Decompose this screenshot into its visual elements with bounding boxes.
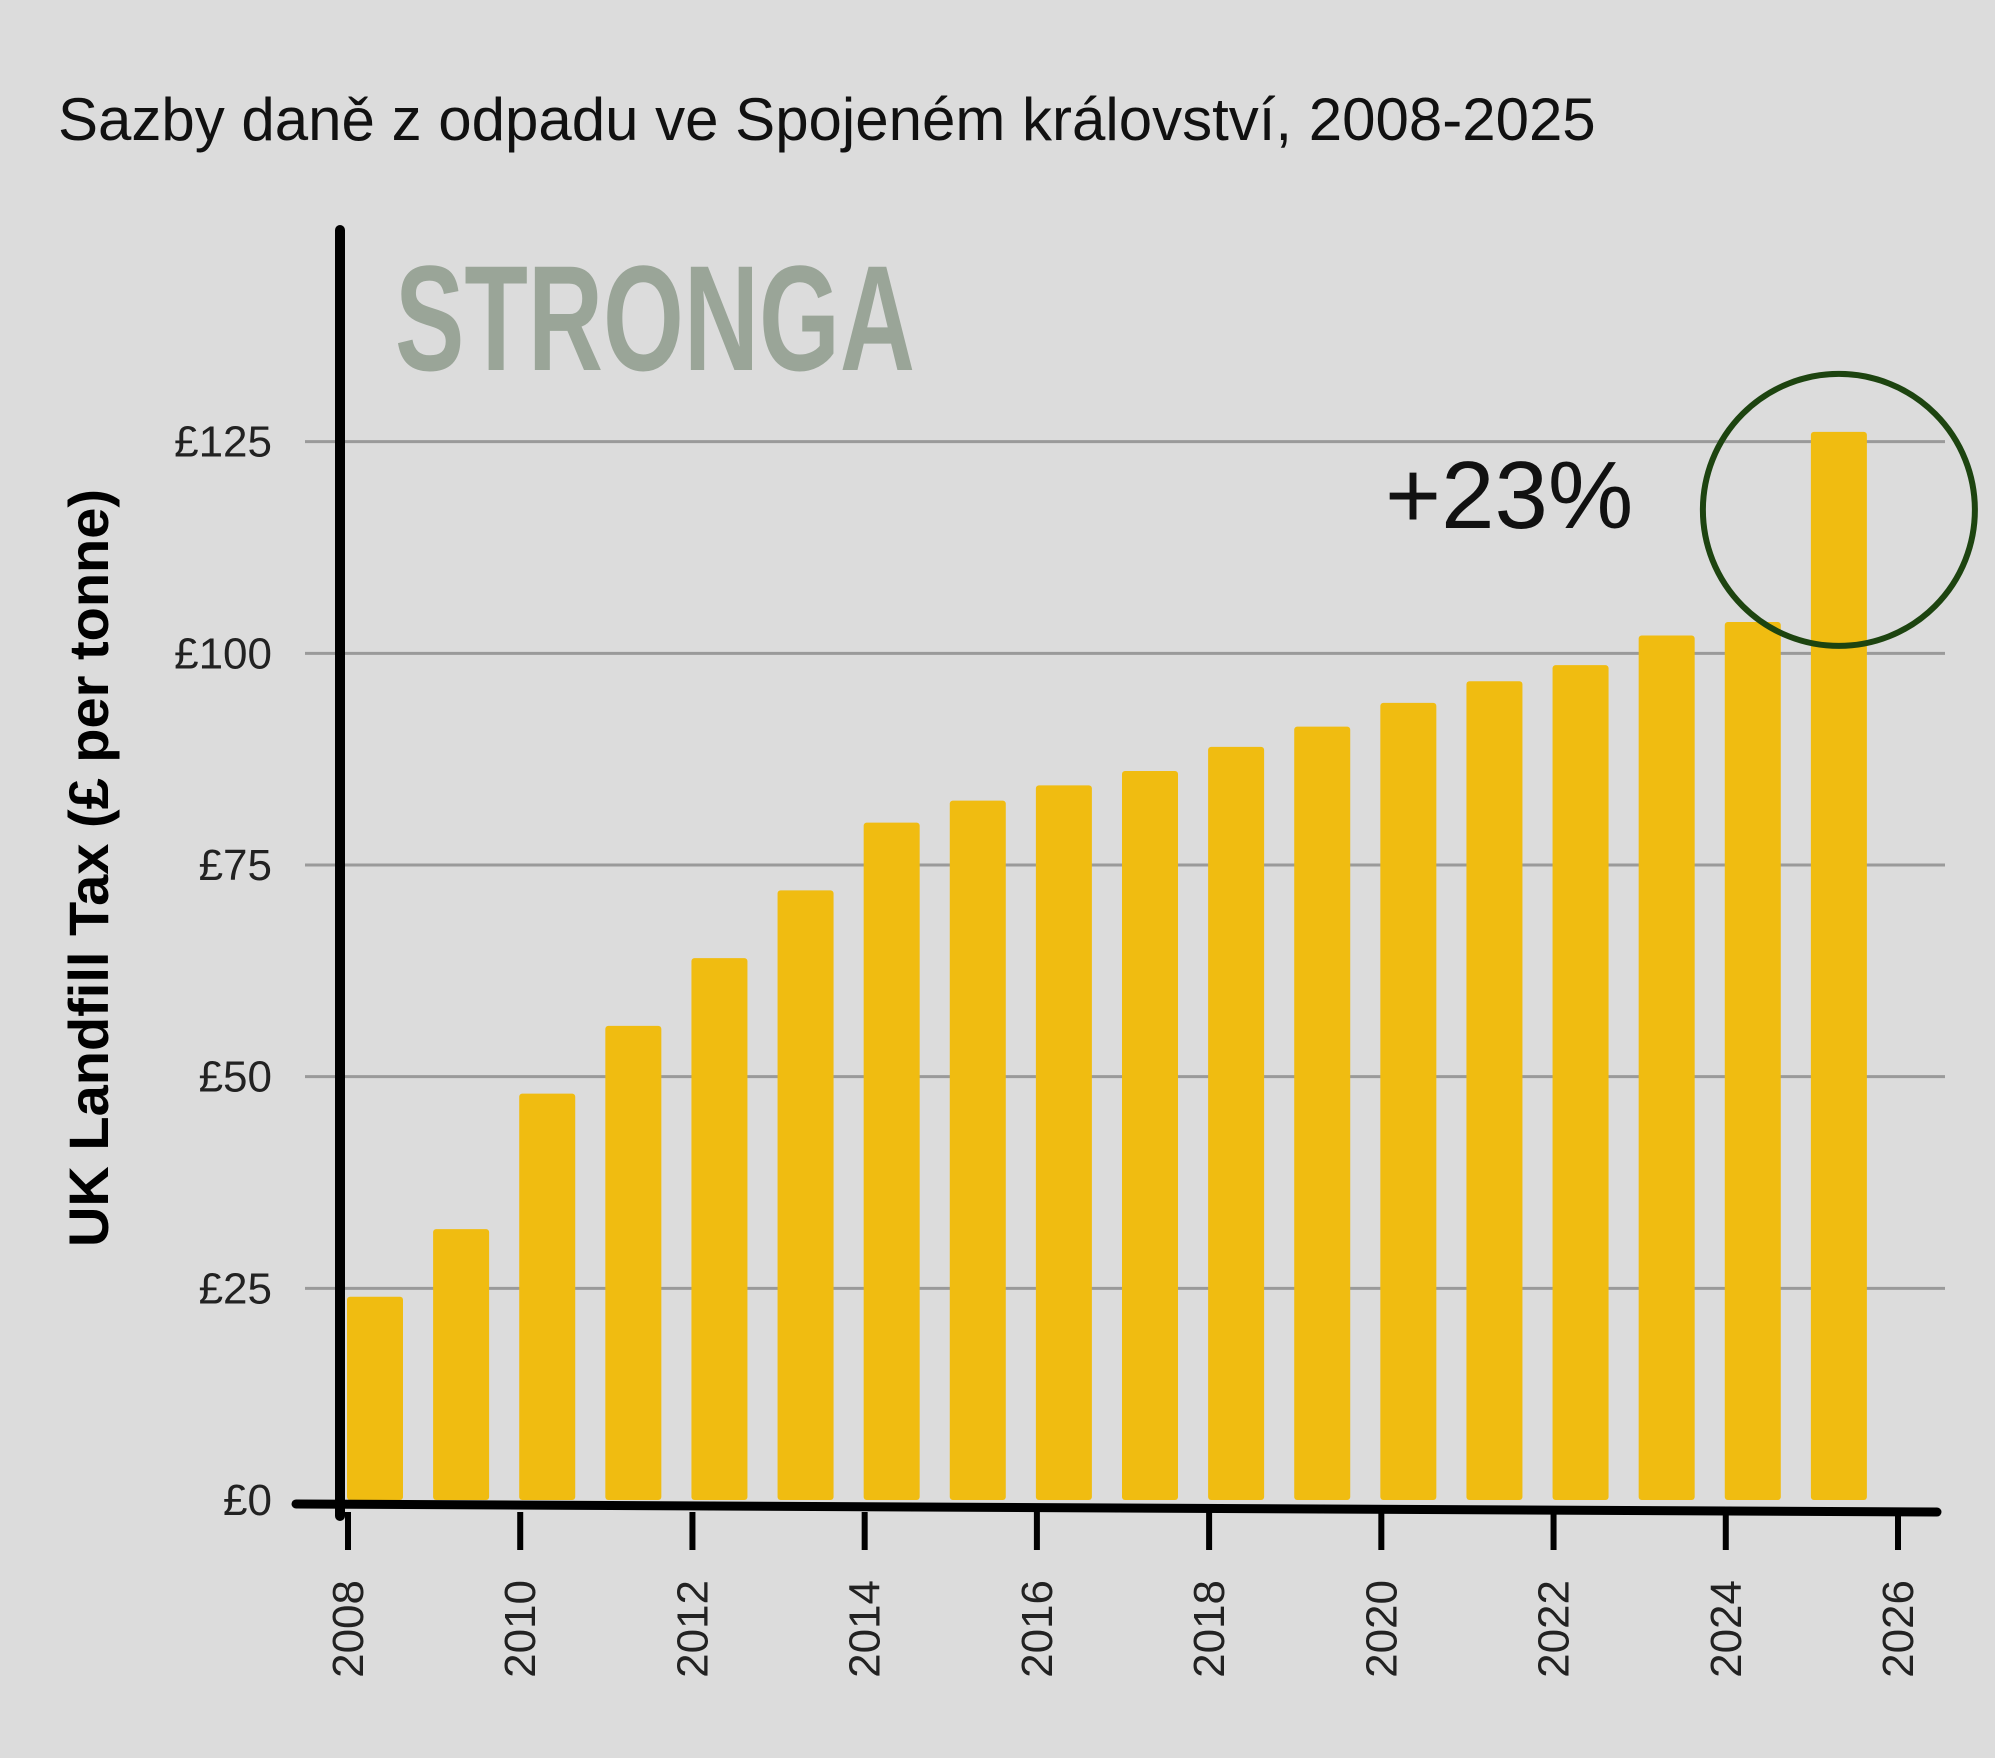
- increase-annotation: +23%: [1385, 442, 1633, 549]
- axes: [291, 225, 1942, 1550]
- bar: [605, 1025, 662, 1500]
- y-axis-label: UK Landfill Tax (£ per tonne): [57, 489, 120, 1247]
- x-tick-label: 2020: [1357, 1580, 1406, 1678]
- bar: [1122, 771, 1178, 1500]
- bar: [1810, 431, 1867, 1501]
- bar: [1724, 622, 1781, 1500]
- bar: [863, 822, 920, 1500]
- x-axis-line: [291, 1499, 1942, 1517]
- x-tick-labels: 2008 2010 2012 2014 2016 2018 2020 2022 2024 2026: [324, 1580, 1923, 1678]
- bar: [433, 1229, 490, 1500]
- bar: [1552, 665, 1609, 1500]
- x-tick-label: 2016: [1013, 1580, 1062, 1678]
- x-tick-label: 2012: [668, 1580, 717, 1678]
- x-tick-label: 2010: [496, 1580, 545, 1678]
- highlight-circle: [1699, 370, 1978, 649]
- chart-title: Sazby daně z odpadu ve Spojeném královst…: [58, 86, 1596, 153]
- x-tick-label: 2008: [324, 1580, 373, 1678]
- brand-watermark: STRONGA: [395, 234, 915, 402]
- bar: [1208, 746, 1265, 1500]
- bar: [347, 1296, 403, 1500]
- x-tick-label: 2018: [1185, 1580, 1234, 1678]
- y-tick-label: £0: [223, 1476, 272, 1525]
- bar: [691, 958, 748, 1500]
- bar: [519, 1093, 576, 1500]
- y-tick-label: £25: [199, 1264, 272, 1313]
- bar: [777, 890, 834, 1500]
- y-tick-label: £75: [199, 841, 272, 890]
- bar: [1035, 785, 1092, 1500]
- bar: [1380, 702, 1437, 1500]
- y-tick-label: £50: [199, 1053, 272, 1102]
- x-tick-label: 2026: [1874, 1580, 1923, 1678]
- bar: [1294, 726, 1351, 1500]
- y-tick-label: £125: [174, 418, 272, 467]
- y-tick-label: £100: [174, 629, 272, 678]
- bars: [347, 431, 1867, 1501]
- bar: [1466, 681, 1523, 1500]
- bar: [949, 800, 1006, 1500]
- x-tick-label: 2024: [1702, 1580, 1751, 1678]
- x-tick-label: 2022: [1530, 1580, 1579, 1678]
- y-tick-labels: £0 £25 £50 £75 £100 £125: [174, 418, 272, 1525]
- bar: [1638, 635, 1695, 1500]
- x-tick-label: 2014: [841, 1580, 890, 1678]
